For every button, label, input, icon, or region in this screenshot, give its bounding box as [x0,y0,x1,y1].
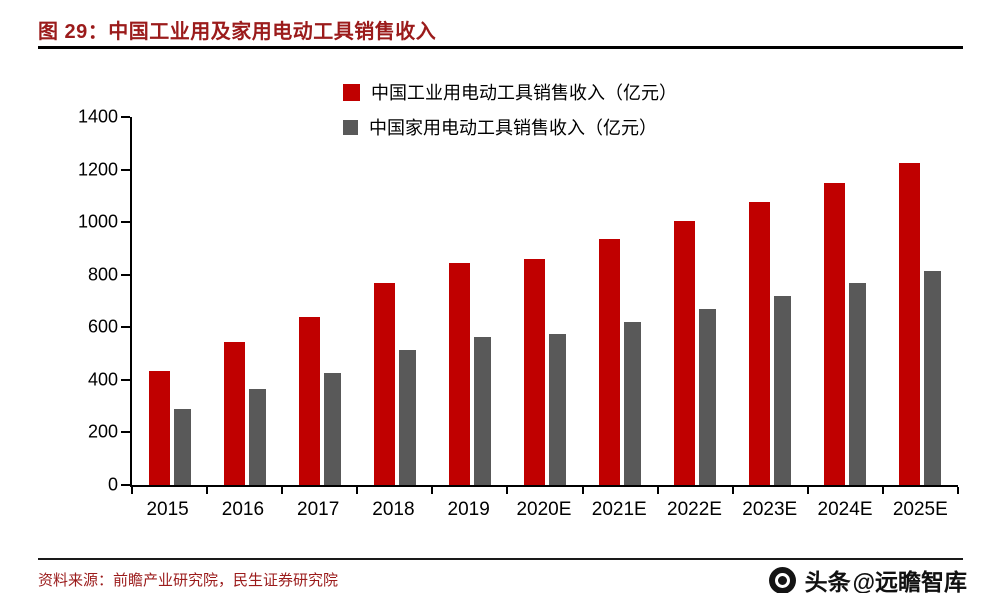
y-axis-tick-mark [121,168,130,171]
industrial-revenue-bar [599,239,621,485]
bar-series-container [132,117,958,485]
industrial-revenue-bar [148,370,170,485]
bar-group-2022E [658,117,733,485]
x-axis-label: 2024E [817,499,873,520]
industrial-revenue-bar [448,262,470,485]
household-revenue-bar [699,308,717,485]
x-axis-tick-mark [131,487,133,494]
industrial-revenue-bar [749,202,771,485]
industrial-revenue-bar [824,182,846,485]
legend-item-household: 中国家用电动工具销售收入（亿元） [343,114,677,140]
x-axis-label: 2018 [372,499,415,520]
x-axis-label: 2020E [516,499,572,520]
bar-group-2015 [132,117,207,485]
x-axis-tick-mark [881,487,884,494]
household-revenue-bar [624,322,642,485]
x-axis-label: 2021E [591,499,647,520]
industrial-revenue-bar [373,282,395,485]
watermark-text: 头条@远瞻智库 [805,563,967,593]
yuanzhan-logo-icon [768,566,796,593]
x-axis-tick-mark [356,487,359,494]
x-axis-label: 2023E [742,499,798,520]
industrial-revenue-bar [674,220,696,485]
x-axis-label: 2022E [667,499,722,520]
bar-group-2017 [282,117,357,485]
industrial-revenue-bar [899,163,921,485]
bar-group-2021E [583,117,658,485]
y-axis-tick-label: 1400 [77,106,118,127]
x-axis-tick-mark [581,487,584,494]
x-axis-label: 2015 [146,499,189,520]
x-axis-label: 2016 [221,499,265,520]
industrial-revenue-bar [298,316,320,485]
legend-swatch-industrial [343,83,360,101]
x-axis-tick-mark [806,487,809,494]
figure-title: 图 29：中国工业用及家用电动工具销售收入 [38,21,437,43]
y-axis-tick-label: 400 [87,369,118,390]
x-axis-tick-mark [506,487,509,494]
x-axis-tick-mark [731,487,734,494]
source-note: 资料来源：前瞻产业研究院，民生证券研究院 [38,572,339,589]
industrial-revenue-bar [223,341,245,485]
x-axis-tick-mark [656,487,659,494]
legend-label-industrial: 中国工业用电动工具销售收入（亿元） [371,83,677,103]
y-axis-tick-label: 600 [87,316,118,337]
x-axis: 2015 2016 2017 2018 2019 2020E 2021E 2022E 2023E… [130,499,958,521]
chart-legend: 中国工业用电动工具销售收入（亿元） 中国家用电动工具销售收入（亿元） [343,79,677,140]
x-axis-label: 2019 [447,499,490,520]
x-axis-tick-mark [957,487,959,494]
bar-group-2018 [357,117,432,485]
x-axis-label: 2017 [297,499,340,520]
y-axis-tick-mark [121,484,130,486]
bar-group-2023E [733,117,808,485]
industrial-revenue-bar [524,258,546,485]
y-axis: 0 200 400 600 800 1000 1200 1400 [78,107,958,495]
x-axis-tick-mark [281,487,284,494]
household-revenue-bar [774,295,792,485]
watermark-handle: @远瞻智库 [852,569,967,593]
bar-group-2025E [883,117,958,485]
y-axis-tick-label: 800 [87,264,118,285]
household-revenue-bar [323,373,341,485]
legend-swatch-household [343,119,358,135]
watermark-platform: 头条 [804,569,851,593]
y-axis-tick-mark [121,273,130,276]
bar-group-2016 [207,117,282,485]
y-axis-tick-mark [121,221,130,224]
x-axis-tick-mark [206,487,209,494]
household-revenue-bar [924,270,942,485]
y-axis-tick-mark [121,116,130,118]
bar-group-2024E [808,117,883,485]
household-revenue-bar [473,336,491,485]
bar-group-2020E [507,117,582,485]
y-axis-tick-label: 0 [107,474,118,495]
x-axis-label: 2025E [892,499,948,520]
household-revenue-bar [549,333,567,485]
y-axis-tick-label: 1200 [77,159,118,180]
household-revenue-bar [173,408,191,485]
watermark: 头条@远瞻智库 [768,563,967,593]
y-axis-tick-mark [121,431,130,434]
legend-item-industrial: 中国工业用电动工具销售收入（亿元） [343,79,677,105]
y-axis-tick-label: 200 [87,421,118,442]
bar-group-2019 [432,117,507,485]
x-axis-tick-mark [431,487,434,494]
household-revenue-bar [398,349,416,485]
y-axis-tick-label: 1000 [77,211,118,232]
household-revenue-bar [248,389,266,485]
title-divider [38,46,963,49]
household-revenue-bar [849,282,867,485]
legend-label-household: 中国家用电动工具销售收入（亿元） [369,118,657,138]
footer-divider [38,558,963,560]
y-axis-tick-mark [121,326,130,329]
y-axis-tick-mark [121,378,130,381]
plot-area: 0 200 400 600 800 1000 1200 1400 [78,107,959,495]
